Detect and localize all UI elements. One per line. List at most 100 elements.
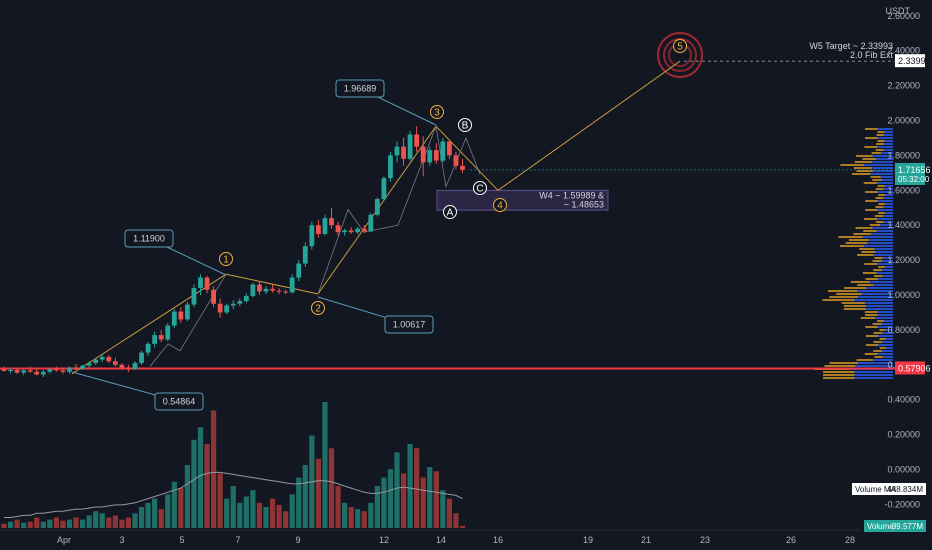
time-tick-label: 26: [786, 535, 796, 545]
abc-label: A: [447, 208, 454, 219]
volume-bar: [276, 504, 282, 528]
wave-label: 1: [223, 255, 229, 266]
volume-bar: [302, 465, 308, 528]
candle-body: [355, 228, 361, 233]
volume-profile-up-bar: [866, 287, 893, 289]
candle-body: [171, 311, 177, 326]
volume-profile-up-bar: [863, 245, 893, 247]
volume-profile-up-bar: [854, 377, 893, 379]
volume-profile-up-bar: [885, 347, 893, 349]
volume-profile-up-bar: [857, 296, 893, 298]
volume-profile-up-bar: [876, 230, 893, 232]
volume-profile-down-bar: [878, 266, 885, 268]
volume-bar: [459, 525, 466, 528]
candle-body: [126, 367, 131, 370]
volume-profile-up-bar: [884, 203, 893, 205]
volume-profile-up-bar: [858, 362, 893, 364]
candle-body: [447, 141, 452, 156]
time-tick-label: 9: [295, 535, 300, 545]
candle-body: [342, 230, 347, 233]
candle-body: [401, 146, 406, 159]
volume-profile-up-bar: [867, 242, 893, 244]
volume-profile-down-bar: [872, 260, 882, 262]
price-tick-label: -0.20000: [884, 499, 920, 509]
volume-profile-down-bar: [839, 245, 864, 247]
volume-profile-up-bar: [870, 173, 893, 175]
volume-profile-down-bar: [874, 257, 883, 259]
target-ring: [657, 32, 703, 78]
volume-bar: [446, 498, 452, 528]
volume-bar: [80, 519, 86, 528]
volume-bar: [342, 502, 348, 528]
volume-profile-up-bar: [877, 209, 893, 211]
volume-profile-down-bar: [824, 365, 856, 367]
candle-body: [139, 352, 144, 364]
currency-label: USDT: [886, 6, 911, 16]
volume-profile-down-bar: [865, 137, 878, 139]
volume-profile-down-bar: [870, 176, 881, 178]
subwave-path: [317, 124, 481, 295]
candle-body: [420, 146, 426, 163]
volume-bar: [414, 448, 420, 528]
volume-ma-value: 448.834M: [887, 485, 923, 494]
volume-bar: [93, 511, 99, 528]
volume-profile-up-bar: [877, 128, 893, 130]
volume-profile-up-bar: [883, 221, 893, 223]
candle-body: [309, 225, 315, 247]
volume-profile-down-bar: [876, 320, 885, 322]
volume-profile-down-bar: [856, 170, 873, 172]
candle-body: [60, 370, 66, 372]
price-tick-label: 1.60000: [887, 185, 920, 195]
volume-profile-up-bar: [877, 311, 893, 313]
volume-profile-down-bar: [864, 311, 878, 313]
volume-bar: [453, 513, 459, 528]
callouts: 1.11900 1.00617 1.96689 0.54864: [71, 79, 437, 411]
volume-profile: [814, 128, 893, 379]
volume-profile-down-bar: [865, 191, 878, 193]
candle-body: [217, 303, 223, 313]
volume-profile-down-bar: [876, 134, 884, 136]
volume-bar: [66, 519, 73, 528]
volume-bar: [73, 517, 79, 528]
candle-body: [289, 277, 295, 293]
candle-body: [132, 363, 138, 370]
volume-profile-up-bar: [872, 359, 893, 361]
volume-bar: [158, 509, 164, 528]
candle-body: [165, 325, 171, 340]
price-axis[interactable]: USDT 2.60000 2.40000 2.20000 2.00000 1.80000…: [884, 6, 920, 509]
volume-bar: [211, 410, 217, 528]
volume-profile-up-bar: [869, 281, 893, 283]
volume-profile-up-bar: [865, 308, 893, 310]
candle-body: [224, 305, 230, 313]
volume-profile-up-bar: [884, 185, 893, 187]
volume-profile-up-bar: [881, 260, 893, 262]
time-axis[interactable]: Apr 3 5 7 9 12 14 16 19 21 23 26 28: [57, 535, 855, 545]
volume-profile-up-bar: [871, 161, 893, 163]
volume-bar: [243, 496, 249, 528]
volume-profile-down-bar: [865, 278, 878, 280]
volume-profile-up-bar: [864, 302, 893, 304]
candle-body: [270, 288, 275, 291]
price-tick-label: 1.00000: [887, 290, 920, 300]
candle-body: [257, 284, 262, 292]
wave-label: 3: [434, 108, 440, 119]
target-label: W5 Target ~ 2.33993: [809, 41, 893, 51]
candle-body: [322, 218, 328, 234]
volume-bar: [27, 521, 33, 528]
volume-profile-up-bar: [876, 158, 893, 160]
volume-bar: [368, 502, 374, 528]
volume-profile-up-bar: [883, 188, 893, 190]
candle-body: [191, 288, 197, 305]
volume-profile-down-bar: [844, 305, 867, 307]
volume-profile-up-bar: [873, 284, 893, 286]
volume-profile-down-bar: [879, 338, 886, 340]
volume-profile-up-bar: [884, 266, 893, 268]
candle-body: [152, 335, 158, 344]
volume-bar: [400, 473, 407, 528]
volume-bar: [387, 469, 394, 528]
volume-profile-down-bar: [861, 251, 876, 253]
volume-profile-down-bar: [865, 326, 878, 328]
candle-body: [93, 359, 99, 364]
